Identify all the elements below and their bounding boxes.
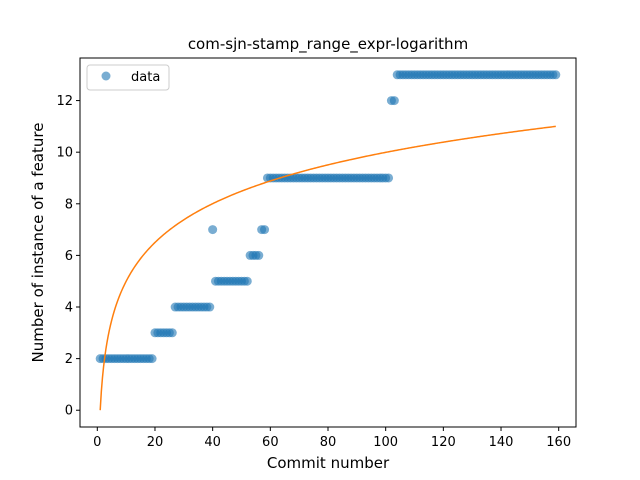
fit-line — [99, 125, 556, 411]
legend: data — [86, 64, 170, 91]
x-tick-label: 140 — [489, 435, 514, 450]
x-axis-label: Commit number — [267, 454, 390, 472]
x-tick-label: 60 — [262, 435, 279, 450]
x-tick-label: 40 — [204, 435, 221, 450]
y-tick-label: 12 — [56, 94, 73, 109]
legend-label-data: data — [131, 70, 160, 85]
x-tick-label: 20 — [147, 435, 164, 450]
data-point — [167, 328, 177, 338]
y-tick-label: 8 — [65, 197, 73, 212]
legend-marker — [101, 71, 111, 81]
x-axis-ticks: 0 20 40 60 80 100 120 140 160 — [93, 427, 571, 450]
y-tick-label: 10 — [56, 146, 73, 161]
y-axis-ticks: 0 2 4 6 8 10 12 — [56, 94, 80, 419]
data-point — [389, 96, 399, 106]
y-axis-label: Number of instance of a feature — [29, 123, 47, 363]
y-tick-label: 0 — [65, 404, 73, 419]
data-point — [208, 225, 218, 235]
data-point — [205, 302, 215, 312]
y-tick-label: 4 — [65, 301, 73, 316]
y-tick-label: 6 — [65, 249, 73, 264]
y-tick-label: 2 — [65, 352, 73, 367]
legend-box — [86, 64, 170, 91]
x-tick-label: 160 — [546, 435, 571, 450]
data-point — [384, 173, 394, 183]
plot-area — [95, 70, 561, 411]
x-tick-label: 80 — [320, 435, 337, 450]
data-point — [254, 250, 264, 260]
data-point — [147, 354, 157, 364]
x-tick-label: 100 — [373, 435, 398, 450]
data-point — [551, 70, 561, 80]
chart-title: com-sjn-stamp_range_expr-logarithm — [188, 35, 468, 54]
data-point — [260, 225, 270, 235]
x-tick-label: 120 — [431, 435, 456, 450]
data-point — [242, 276, 252, 286]
x-tick-label: 0 — [93, 435, 101, 450]
